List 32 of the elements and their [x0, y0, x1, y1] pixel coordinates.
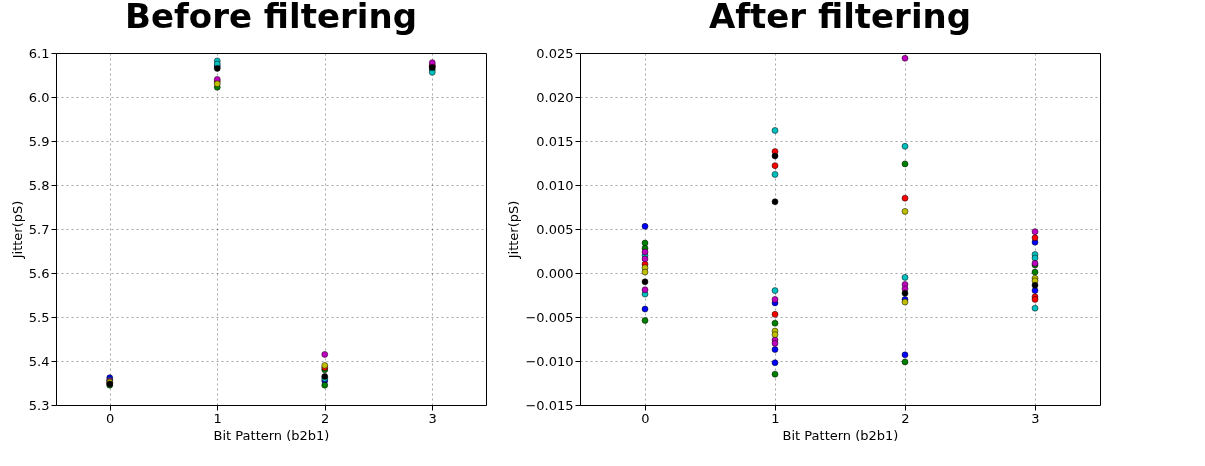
y-tick-label: 5.5 — [28, 309, 50, 325]
x-tick-label: 2 — [901, 410, 910, 426]
y-axis-title: Jitter(pS) — [9, 200, 25, 260]
x-tick-label: 3 — [1031, 410, 1040, 426]
x-tick-label: 2 — [321, 410, 330, 426]
y-tick-label: 5.9 — [28, 133, 50, 149]
y-tick-label: 0.020 — [536, 89, 574, 105]
y-tick-label: 0.000 — [536, 265, 574, 281]
y-tick-label: 5.7 — [28, 221, 50, 237]
chart-title: After filtering — [708, 0, 972, 36]
y-tick-label: −0.005 — [525, 309, 574, 325]
y-tick-label: 6.0 — [28, 89, 50, 105]
y-tick-label: 6.1 — [28, 45, 50, 61]
x-tick-label: 1 — [771, 410, 780, 426]
y-tick-label: 5.4 — [28, 353, 50, 369]
y-tick-label: 0.010 — [536, 177, 574, 193]
x-tick-label: 0 — [641, 410, 650, 426]
x-tick-label: 1 — [213, 410, 222, 426]
y-tick-label: 0.015 — [536, 133, 574, 149]
chart-title: Before filtering — [125, 0, 417, 36]
x-axis-title: Bit Pattern (b2b1) — [213, 427, 330, 443]
y-axis-title: Jitter(pS) — [506, 200, 522, 260]
x-tick-label: 3 — [428, 410, 437, 426]
x-tick-label: 0 — [106, 410, 115, 426]
y-tick-label: 5.8 — [28, 177, 50, 193]
y-tick-label: −0.015 — [525, 397, 574, 413]
y-tick-label: 5.3 — [28, 397, 50, 413]
y-tick-label: 0.005 — [536, 221, 574, 237]
y-tick-label: 5.6 — [28, 265, 50, 281]
y-tick-label: −0.010 — [525, 353, 574, 369]
x-axis-title: Bit Pattern (b2b1) — [782, 427, 899, 443]
y-tick-label: 0.025 — [536, 45, 574, 61]
